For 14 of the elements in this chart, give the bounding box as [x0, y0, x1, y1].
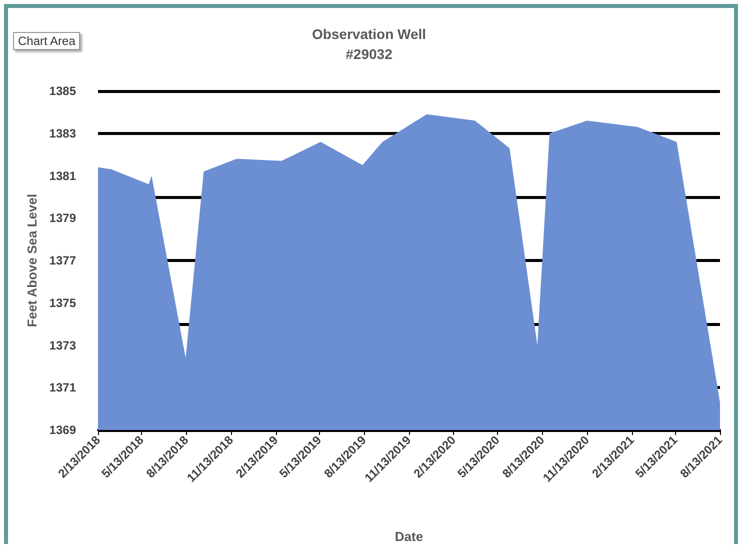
x-axis-title: Date [394, 529, 424, 544]
chart-subtitle: #29032 [346, 46, 393, 62]
y-tick-label: 1379 [49, 211, 76, 226]
y-tick-label: 1369 [49, 423, 76, 437]
y-tick-label: 1385 [49, 84, 76, 98]
chart-title: Observation Well [312, 26, 426, 42]
y-tick-label: 1377 [49, 254, 76, 268]
y-tick-label: 1371 [49, 380, 76, 395]
y-tick-label: 1373 [49, 338, 76, 352]
y-tick-label: 1375 [49, 296, 76, 310]
y-tick-label: 1381 [49, 168, 76, 183]
y-tick-label: 1383 [49, 126, 76, 140]
text: Chart Area [13, 32, 80, 50]
y-axis-title: Feet Above Sea Level [24, 194, 40, 328]
